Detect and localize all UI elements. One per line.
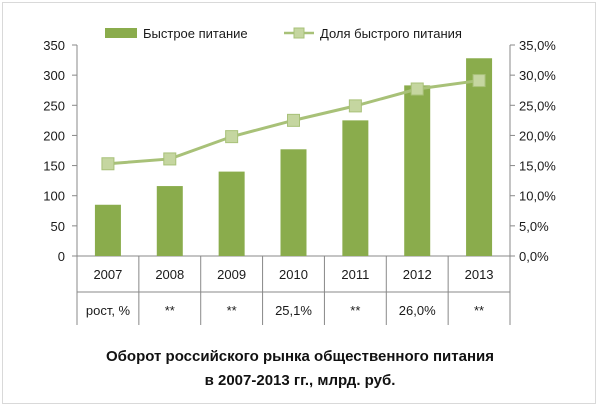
bar — [466, 58, 493, 257]
growth-value: ** — [227, 303, 237, 318]
bar — [280, 149, 307, 256]
y-left-tick-label: 200 — [43, 128, 65, 143]
share-point — [287, 113, 300, 127]
growth-row-label: рост, % — [86, 303, 131, 318]
x-tick-label: 2011 — [341, 267, 369, 282]
share-point — [101, 157, 115, 171]
y-right-tick-labels: 0,0% 5,0% 10,0% 15,0% 20,0% 25,0% 30,0% 35,0% — [510, 38, 556, 264]
legend-line-marker — [293, 27, 305, 39]
share-point — [410, 82, 424, 96]
share-point — [472, 74, 486, 88]
growth-value: ** — [350, 303, 360, 318]
data-table-grid — [76, 256, 511, 325]
share-point — [163, 152, 177, 166]
y-right-tick-label: 30,0% — [519, 68, 556, 83]
bar — [218, 171, 245, 256]
chart-title-line-2: в 2007-2013 гг., млрд. руб. — [205, 372, 396, 389]
x-tick-label: 2008 — [155, 267, 184, 282]
legend-line-label: Доля быстрого питания — [320, 26, 462, 41]
share-point — [348, 99, 362, 113]
y-right-tick-label: 25,0% — [519, 98, 556, 113]
y-left-tick-label: 250 — [43, 98, 65, 113]
y-right-tick-label: 5,0% — [519, 219, 549, 234]
y-left-tick-label: 350 — [43, 38, 65, 53]
bar — [404, 85, 431, 257]
growth-row: рост, % ** ** 25,1% ** 26,0% ** — [86, 303, 484, 318]
legend: Быстрое питание Доля быстрого питания — [105, 26, 462, 41]
bar — [156, 186, 183, 256]
y-right-tick-label: 35,0% — [519, 38, 556, 53]
share-point — [225, 130, 239, 144]
growth-value: ** — [165, 303, 175, 318]
y-left-tick-label: 150 — [43, 159, 65, 174]
x-tick-label: 2012 — [403, 267, 432, 282]
bar-series — [94, 58, 493, 257]
y-right-tick-label: 10,0% — [519, 189, 556, 204]
x-tick-labels: 2007 2008 2009 2010 2011 2012 2013 — [93, 267, 493, 282]
legend-bar-swatch — [105, 28, 137, 38]
bar — [94, 204, 121, 256]
y-right-tick-label: 0,0% — [519, 249, 549, 264]
line-series — [101, 74, 486, 171]
x-tick-label: 2007 — [93, 267, 122, 282]
legend-bar-label: Быстрое питание — [143, 26, 248, 41]
y-right-tick-label: 20,0% — [519, 128, 556, 143]
bar — [342, 120, 369, 256]
y-left-tick-label: 0 — [58, 249, 65, 264]
y-left-tick-label: 50 — [51, 219, 65, 234]
growth-value: 25,1% — [275, 303, 312, 318]
y-right-tick-label: 15,0% — [519, 159, 556, 174]
growth-value: 26,0% — [399, 303, 436, 318]
chart-title-line-1: Оборот российского рынка общественного п… — [106, 348, 494, 365]
y-left-tick-label: 100 — [43, 189, 65, 204]
x-tick-label: 2010 — [279, 267, 308, 282]
y-left-tick-label: 300 — [43, 68, 65, 83]
y-left-tick-labels: 0 50 100 150 200 250 300 350 — [43, 38, 77, 264]
x-tick-label: 2013 — [465, 267, 494, 282]
growth-value: ** — [474, 303, 484, 318]
x-tick-label: 2009 — [217, 267, 246, 282]
